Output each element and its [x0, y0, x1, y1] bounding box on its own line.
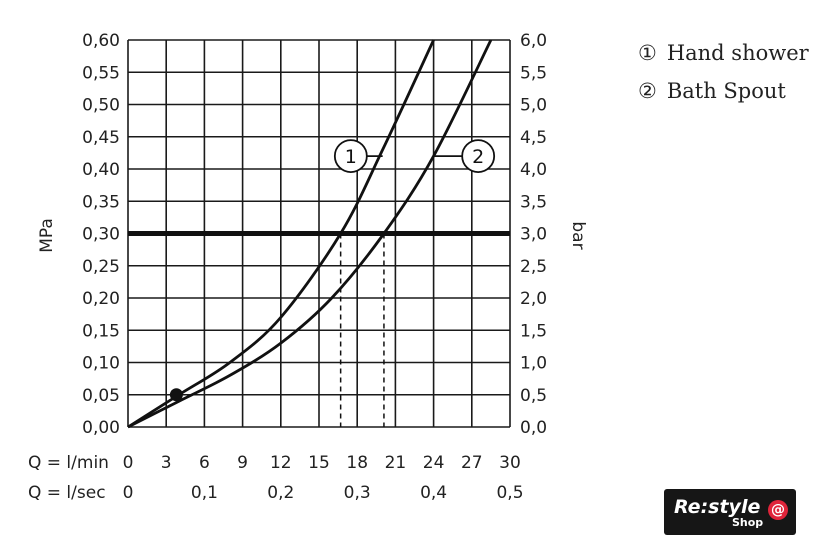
x-axis-lmin-tick-label: 12	[270, 453, 292, 473]
left-axis-tick-label: 0,20	[82, 289, 120, 309]
right-axis-tick-label: 3,0	[520, 225, 547, 245]
curve-label-number-2: 2	[472, 146, 484, 168]
x-axis-lmin-tick-label: 27	[461, 453, 483, 473]
x-axis-lmin-tick-label: 0	[123, 453, 134, 473]
left-axis-tick-label: 0,05	[82, 386, 120, 406]
x-axis-lmin-tick-label: 24	[423, 453, 445, 473]
right-axis-tick-label: 0,5	[520, 386, 547, 406]
x-axis-lsec-tick-label: 0,1	[191, 483, 218, 503]
curve-label-circle-1	[333, 139, 368, 174]
left-axis-tick-label: 0,30	[82, 225, 120, 245]
right-axis-tick-label: 2,5	[520, 257, 547, 277]
right-axis-tick-label: 2,0	[520, 289, 547, 309]
logo-subtext: Shop	[732, 515, 764, 529]
x-axis-lmin-tick-label: 21	[385, 453, 407, 473]
left-axis-tick-label: 0,00	[82, 418, 120, 438]
chart-labels: 0,000,050,100,150,200,250,300,350,400,45…	[28, 31, 588, 503]
legend-item-hand-shower: ① Hand shower	[638, 34, 809, 72]
left-axis-tick-label: 0,10	[82, 354, 120, 374]
x-axis-lsec-tick-label: 0,3	[344, 483, 371, 503]
x-axis-lmin-tick-label: 3	[161, 453, 172, 473]
legend-label-bath-spout: Bath Spout	[666, 79, 786, 103]
left-axis-title: MPa	[37, 218, 57, 253]
left-axis-tick-label: 0,40	[82, 160, 120, 180]
left-axis-tick-label: 0,15	[82, 321, 120, 341]
legend-marker-1: ①	[638, 41, 657, 65]
x-axis-lsec-tick-label: 0	[123, 483, 134, 503]
x-axis-lmin-tick-label: 30	[499, 453, 521, 473]
legend-marker-2: ②	[638, 79, 657, 103]
left-axis-tick-label: 0,55	[82, 63, 120, 83]
x-axis-lmin-title: Q = l/min	[28, 453, 109, 473]
right-axis-tick-label: 0,0	[520, 418, 547, 438]
right-axis-tick-label: 6,0	[520, 31, 547, 51]
right-axis-title: bar	[568, 221, 588, 249]
right-axis-tick-label: 1,5	[520, 321, 547, 341]
marker-point	[169, 388, 183, 402]
x-axis-lmin-tick-label: 15	[308, 453, 330, 473]
legend: ① Hand shower ② Bath Spout	[638, 34, 809, 110]
restyle-shop-logo: Re:style Shop @	[664, 489, 796, 535]
x-axis-lsec-tick-label: 0,4	[420, 483, 447, 503]
right-axis-tick-label: 5,0	[520, 96, 547, 116]
x-axis-lmin-tick-label: 9	[237, 453, 248, 473]
right-axis-tick-label: 4,5	[520, 128, 547, 148]
left-axis-tick-label: 0,45	[82, 128, 120, 148]
right-axis-tick-label: 4,0	[520, 160, 547, 180]
left-axis-tick-label: 0,50	[82, 96, 120, 116]
right-axis-tick-label: 3,5	[520, 192, 547, 212]
x-axis-lsec-title: Q = l/sec	[28, 483, 106, 503]
x-axis-lsec-tick-label: 0,5	[496, 483, 523, 503]
logo-text: Re:style	[674, 495, 761, 518]
chart-curves	[127, 39, 510, 429]
legend-item-bath-spout: ② Bath Spout	[638, 72, 809, 110]
curve-label-number-1: 1	[345, 146, 357, 168]
x-axis-lmin-tick-label: 18	[346, 453, 368, 473]
x-axis-lsec-tick-label: 0,2	[267, 483, 294, 503]
right-axis-tick-label: 1,0	[520, 354, 547, 374]
logo-mark-icon: @	[768, 500, 788, 520]
left-axis-tick-label: 0,25	[82, 257, 120, 277]
left-axis-tick-label: 0,35	[82, 192, 120, 212]
x-axis-lmin-tick-label: 6	[199, 453, 210, 473]
curve-label-circle-2	[461, 139, 496, 174]
legend-label-hand-shower: Hand shower	[666, 41, 809, 65]
left-axis-tick-label: 0,60	[82, 31, 120, 51]
right-axis-tick-label: 5,5	[520, 63, 547, 83]
